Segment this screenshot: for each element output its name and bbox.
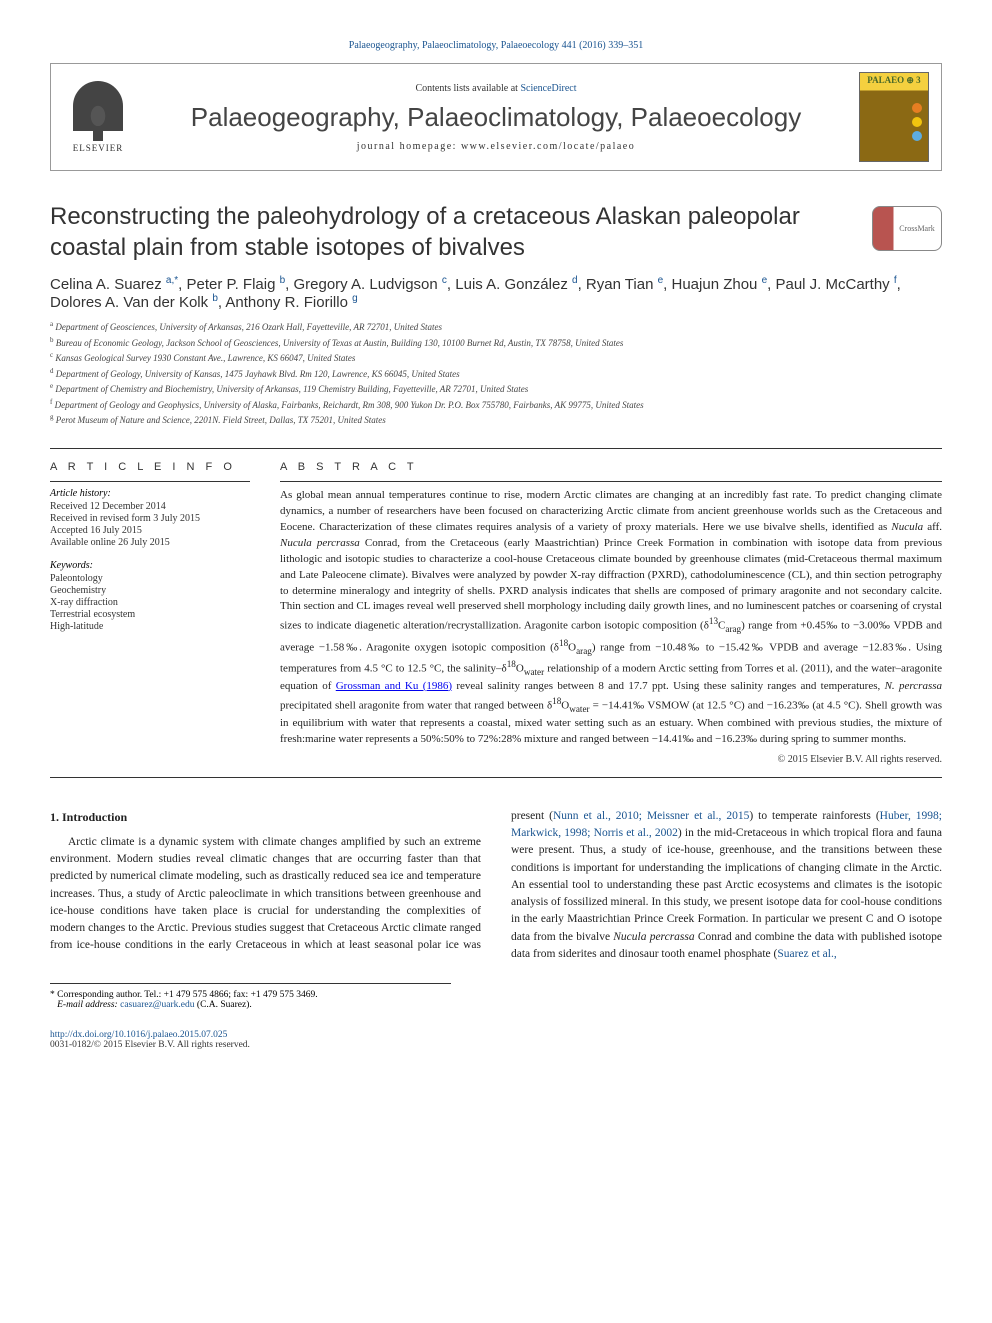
history-item: Received in revised form 3 July 2015 — [50, 513, 250, 524]
page-footer: http://dx.doi.org/10.1016/j.palaeo.2015.… — [50, 1030, 942, 1050]
affiliation-item: c Kansas Geological Survey 1930 Constant… — [50, 350, 942, 366]
intro-paragraph: Arctic climate is a dynamic system with … — [50, 808, 942, 963]
keyword-item: X-ray diffraction — [50, 597, 250, 608]
elsevier-logo: ELSEVIER — [63, 77, 133, 157]
journal-cover-badge: PALAEO ⊕ 3 — [859, 72, 929, 162]
authors-list: Celina A. Suarez a,*, Peter P. Flaig b, … — [50, 275, 942, 311]
journal-title: Palaeogeography, Palaeoclimatology, Pala… — [133, 102, 859, 133]
keyword-item: Geochemistry — [50, 585, 250, 596]
section-heading: 1. Introduction — [50, 808, 481, 826]
affiliation-item: f Department of Geology and Geophysics, … — [50, 397, 942, 413]
divider — [280, 481, 942, 482]
homepage-url[interactable]: www.elsevier.com/locate/palaeo — [461, 141, 635, 152]
abstract-heading: A B S T R A C T — [280, 461, 942, 473]
running-head-link[interactable]: Palaeogeography, Palaeoclimatology, Pala… — [349, 40, 643, 51]
history-item: Received 12 December 2014 — [50, 501, 250, 512]
abstract-copyright: © 2015 Elsevier B.V. All rights reserved… — [280, 754, 942, 765]
keyword-item: High-latitude — [50, 621, 250, 632]
divider — [50, 448, 942, 449]
abstract-text: As global mean annual temperatures conti… — [280, 488, 942, 748]
homepage-label: journal homepage: — [357, 141, 461, 152]
dot-icon — [912, 131, 922, 141]
keyword-item: Terrestrial ecosystem — [50, 609, 250, 620]
keyword-item: Paleontology — [50, 573, 250, 584]
keywords-label: Keywords: — [50, 560, 250, 571]
elsevier-tree-icon — [73, 81, 123, 131]
badge-dots — [912, 103, 922, 141]
article-title: Reconstructing the paleohydrology of a c… — [50, 201, 942, 263]
history-label: Article history: — [50, 488, 250, 499]
affiliation-item: a Department of Geosciences, University … — [50, 319, 942, 335]
corresp-email-link[interactable]: casuarez@uark.edu — [120, 1000, 194, 1010]
journal-header-box: ELSEVIER Contents lists available at Sci… — [50, 63, 942, 171]
corresp-line: Corresponding author. Tel.: +1 479 575 4… — [57, 990, 318, 1000]
publisher-name: ELSEVIER — [73, 143, 124, 153]
header-center: Contents lists available at ScienceDirec… — [133, 83, 859, 152]
dot-icon — [912, 117, 922, 127]
crossmark-badge[interactable]: CrossMark — [872, 206, 942, 251]
crossmark-label: CrossMark — [879, 224, 935, 233]
article-info-sidebar: A R T I C L E I N F O Article history: R… — [50, 461, 250, 765]
journal-homepage: journal homepage: www.elsevier.com/locat… — [133, 141, 859, 152]
sciencedirect-link[interactable]: ScienceDirect — [520, 83, 576, 94]
affiliations-list: a Department of Geosciences, University … — [50, 319, 942, 428]
dot-icon — [912, 103, 922, 113]
divider — [50, 777, 942, 778]
affiliation-item: d Department of Geology, University of K… — [50, 366, 942, 382]
article-info-heading: A R T I C L E I N F O — [50, 461, 250, 473]
affiliation-item: e Department of Chemistry and Biochemist… — [50, 381, 942, 397]
running-head: Palaeogeography, Palaeoclimatology, Pala… — [50, 40, 942, 51]
affiliation-item: b Bureau of Economic Geology, Jackson Sc… — [50, 335, 942, 351]
affiliation-item: g Perot Museum of Nature and Science, 22… — [50, 412, 942, 428]
badge-text: PALAEO ⊕ 3 — [860, 73, 928, 88]
corresponding-author-box: * Corresponding author. Tel.: +1 479 575… — [50, 983, 451, 1010]
doi-link[interactable]: http://dx.doi.org/10.1016/j.palaeo.2015.… — [50, 1030, 227, 1040]
issn-line: 0031-0182/© 2015 Elsevier B.V. All right… — [50, 1040, 250, 1050]
contents-line: Contents lists available at ScienceDirec… — [133, 83, 859, 94]
email-suffix: (C.A. Suarez). — [195, 1000, 252, 1010]
introduction-section: 1. Introduction Arctic climate is a dyna… — [50, 808, 942, 963]
history-item: Available online 26 July 2015 — [50, 537, 250, 548]
abstract-block: A B S T R A C T As global mean annual te… — [280, 461, 942, 765]
history-item: Accepted 16 July 2015 — [50, 525, 250, 536]
divider — [50, 481, 250, 482]
contents-prefix: Contents lists available at — [415, 83, 520, 94]
email-label: E-mail address: — [57, 1000, 120, 1010]
